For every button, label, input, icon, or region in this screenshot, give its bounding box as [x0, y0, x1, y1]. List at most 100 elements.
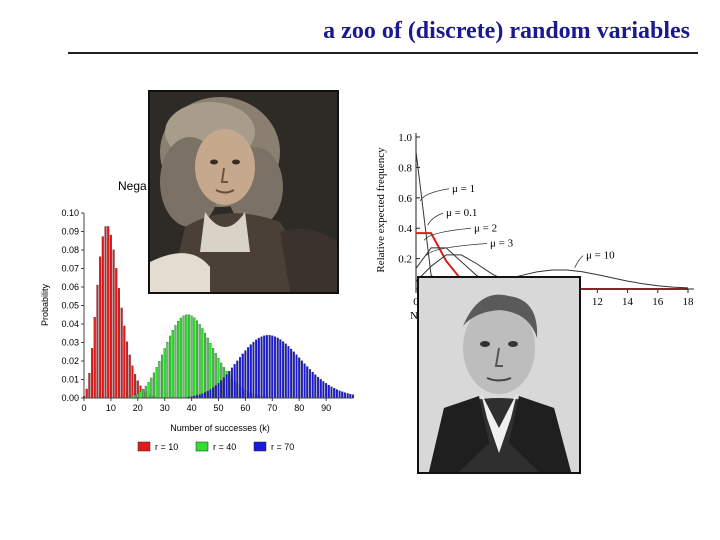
bar-40-k35	[177, 321, 180, 399]
x-tick-label: 80	[294, 403, 304, 413]
bar-70-k48	[212, 387, 215, 399]
bar-40-k30	[163, 348, 166, 399]
bar-40-k24	[147, 382, 150, 399]
x-tick-label: 0	[81, 403, 86, 413]
bar-70-k73	[279, 339, 282, 399]
x-tick-label: 12	[592, 296, 603, 308]
legend-label-10: r = 10	[155, 442, 178, 452]
bar-40-k21	[139, 391, 142, 399]
bar-40-k44	[201, 328, 204, 399]
bar-10-k19	[134, 374, 137, 399]
x-tick-label: 30	[160, 403, 170, 413]
bar-40-k25	[150, 377, 153, 399]
bar-70-k59	[241, 353, 244, 399]
bar-70-k90	[325, 383, 328, 399]
bar-10-k14	[120, 307, 123, 399]
bar-70-k81	[300, 360, 303, 399]
bar-10-k6	[99, 256, 102, 399]
y-tick-label: 0.2	[398, 254, 412, 266]
x-tick-label: 16	[652, 296, 664, 308]
bar-70-k65	[257, 337, 260, 399]
bar-40-k33	[171, 330, 174, 399]
x-tick-label: 18	[683, 296, 695, 308]
bar-70-k91	[327, 384, 330, 399]
bar-70-k54	[228, 371, 231, 399]
bar-10-k1	[85, 388, 88, 399]
bar-10-k4	[93, 317, 96, 399]
bar-70-k93	[333, 388, 336, 399]
legend-swatch-10	[137, 441, 151, 452]
bar-40-k45	[204, 332, 207, 399]
bar-70-k47	[209, 389, 212, 399]
bar-70-k86	[314, 374, 317, 399]
bar-10-k7	[101, 236, 104, 399]
y-tick-label: 0.08	[61, 245, 79, 255]
bar-40-k23	[144, 385, 147, 399]
bar-70-k56	[233, 364, 236, 399]
bar-70-k44	[201, 393, 204, 399]
bar-40-k28	[158, 361, 161, 399]
bar-70-k75	[284, 343, 287, 399]
bar-40-k29	[160, 354, 164, 399]
bar-70-k60	[244, 350, 247, 399]
y-tick-label: 0.10	[61, 208, 79, 218]
bar-70-k84	[308, 369, 311, 399]
bar-40-k32	[169, 335, 172, 399]
bar-10-k11	[112, 249, 115, 399]
bar-70-k57	[236, 360, 239, 399]
portrait-image	[150, 92, 337, 292]
bar-10-k10	[109, 234, 112, 399]
y-axis-label: Relative expected frequency	[375, 147, 387, 273]
bar-40-k36	[179, 317, 182, 399]
legend: r = 10 r = 40 r = 70	[137, 441, 294, 452]
x-tick-label: 10	[106, 403, 116, 413]
bar-10-k17	[128, 354, 131, 399]
bar-70-k64	[255, 339, 258, 399]
series-line-mu-0.1	[415, 151, 477, 290]
bar-10-k9	[107, 226, 110, 399]
bar-40-k46	[206, 337, 209, 399]
bar-70-k68	[265, 335, 268, 399]
x-tick-label: 20	[133, 403, 143, 413]
bar-10-k8	[104, 226, 107, 399]
bar-10-k12	[115, 268, 118, 399]
bar-70-k82	[303, 363, 306, 399]
x-tick-label: 60	[240, 403, 250, 413]
bar-70-k88	[319, 379, 322, 399]
bar-10-k3	[91, 348, 94, 399]
bar-70-k67	[263, 335, 266, 399]
x-tick-label: 90	[321, 403, 331, 413]
x-tick-label: 14	[622, 296, 634, 308]
y-tick-label: 1.0	[398, 132, 412, 144]
x-tick-label: 70	[267, 403, 277, 413]
y-tick-label: 0.06	[61, 282, 79, 292]
y-tick-label: 0.8	[398, 162, 412, 174]
bar-10-k5	[96, 284, 99, 399]
bar-40-k39	[187, 314, 190, 399]
bar-70-k98	[346, 393, 349, 399]
bar-40-k22	[142, 388, 145, 399]
bar-70-k97	[343, 392, 346, 399]
bar-70-k45	[204, 392, 207, 399]
bar-70-k52	[222, 377, 225, 399]
legend-label-40: r = 40	[213, 442, 236, 452]
bar-70-k74	[282, 341, 285, 399]
bar-40-k34	[174, 325, 177, 399]
bar-10-k13	[117, 288, 120, 399]
bar-40-k26	[152, 372, 155, 399]
bar-70-k95	[338, 390, 341, 399]
bar-70-k77	[290, 348, 293, 399]
y-tick-label: 0.04	[61, 319, 79, 329]
bar-70-k96	[341, 391, 344, 399]
legend-swatch-40	[195, 441, 209, 452]
bar-70-k53	[225, 374, 228, 399]
bar-70-k66	[260, 336, 263, 399]
y-tick-label: 0.05	[61, 301, 79, 311]
annotation-label: μ = 1	[452, 183, 475, 195]
bar-70-k50	[217, 382, 220, 399]
annotation-leader	[423, 227, 472, 241]
y-tick-label: 0.01	[61, 375, 79, 385]
bar-70-k58	[238, 357, 242, 399]
bar-70-k49	[214, 385, 217, 399]
bar-40-k38	[185, 314, 188, 399]
